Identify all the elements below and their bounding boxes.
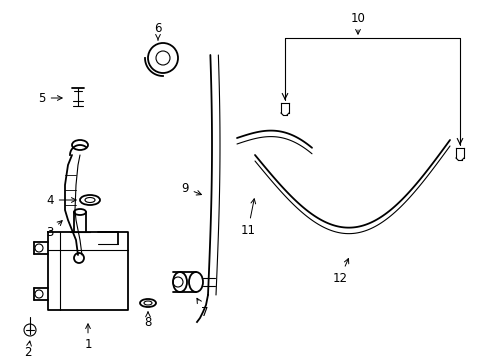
Text: 2: 2 bbox=[24, 341, 32, 359]
Text: 12: 12 bbox=[332, 258, 348, 284]
Text: 1: 1 bbox=[84, 324, 92, 351]
Text: 11: 11 bbox=[240, 199, 255, 237]
Text: 6: 6 bbox=[154, 22, 162, 40]
Text: 4: 4 bbox=[46, 194, 76, 207]
Text: 10: 10 bbox=[350, 12, 365, 34]
Text: 8: 8 bbox=[144, 312, 151, 328]
Text: 5: 5 bbox=[38, 91, 62, 104]
Text: 7: 7 bbox=[197, 298, 208, 319]
Text: 9: 9 bbox=[181, 181, 201, 195]
Text: 3: 3 bbox=[46, 221, 62, 238]
